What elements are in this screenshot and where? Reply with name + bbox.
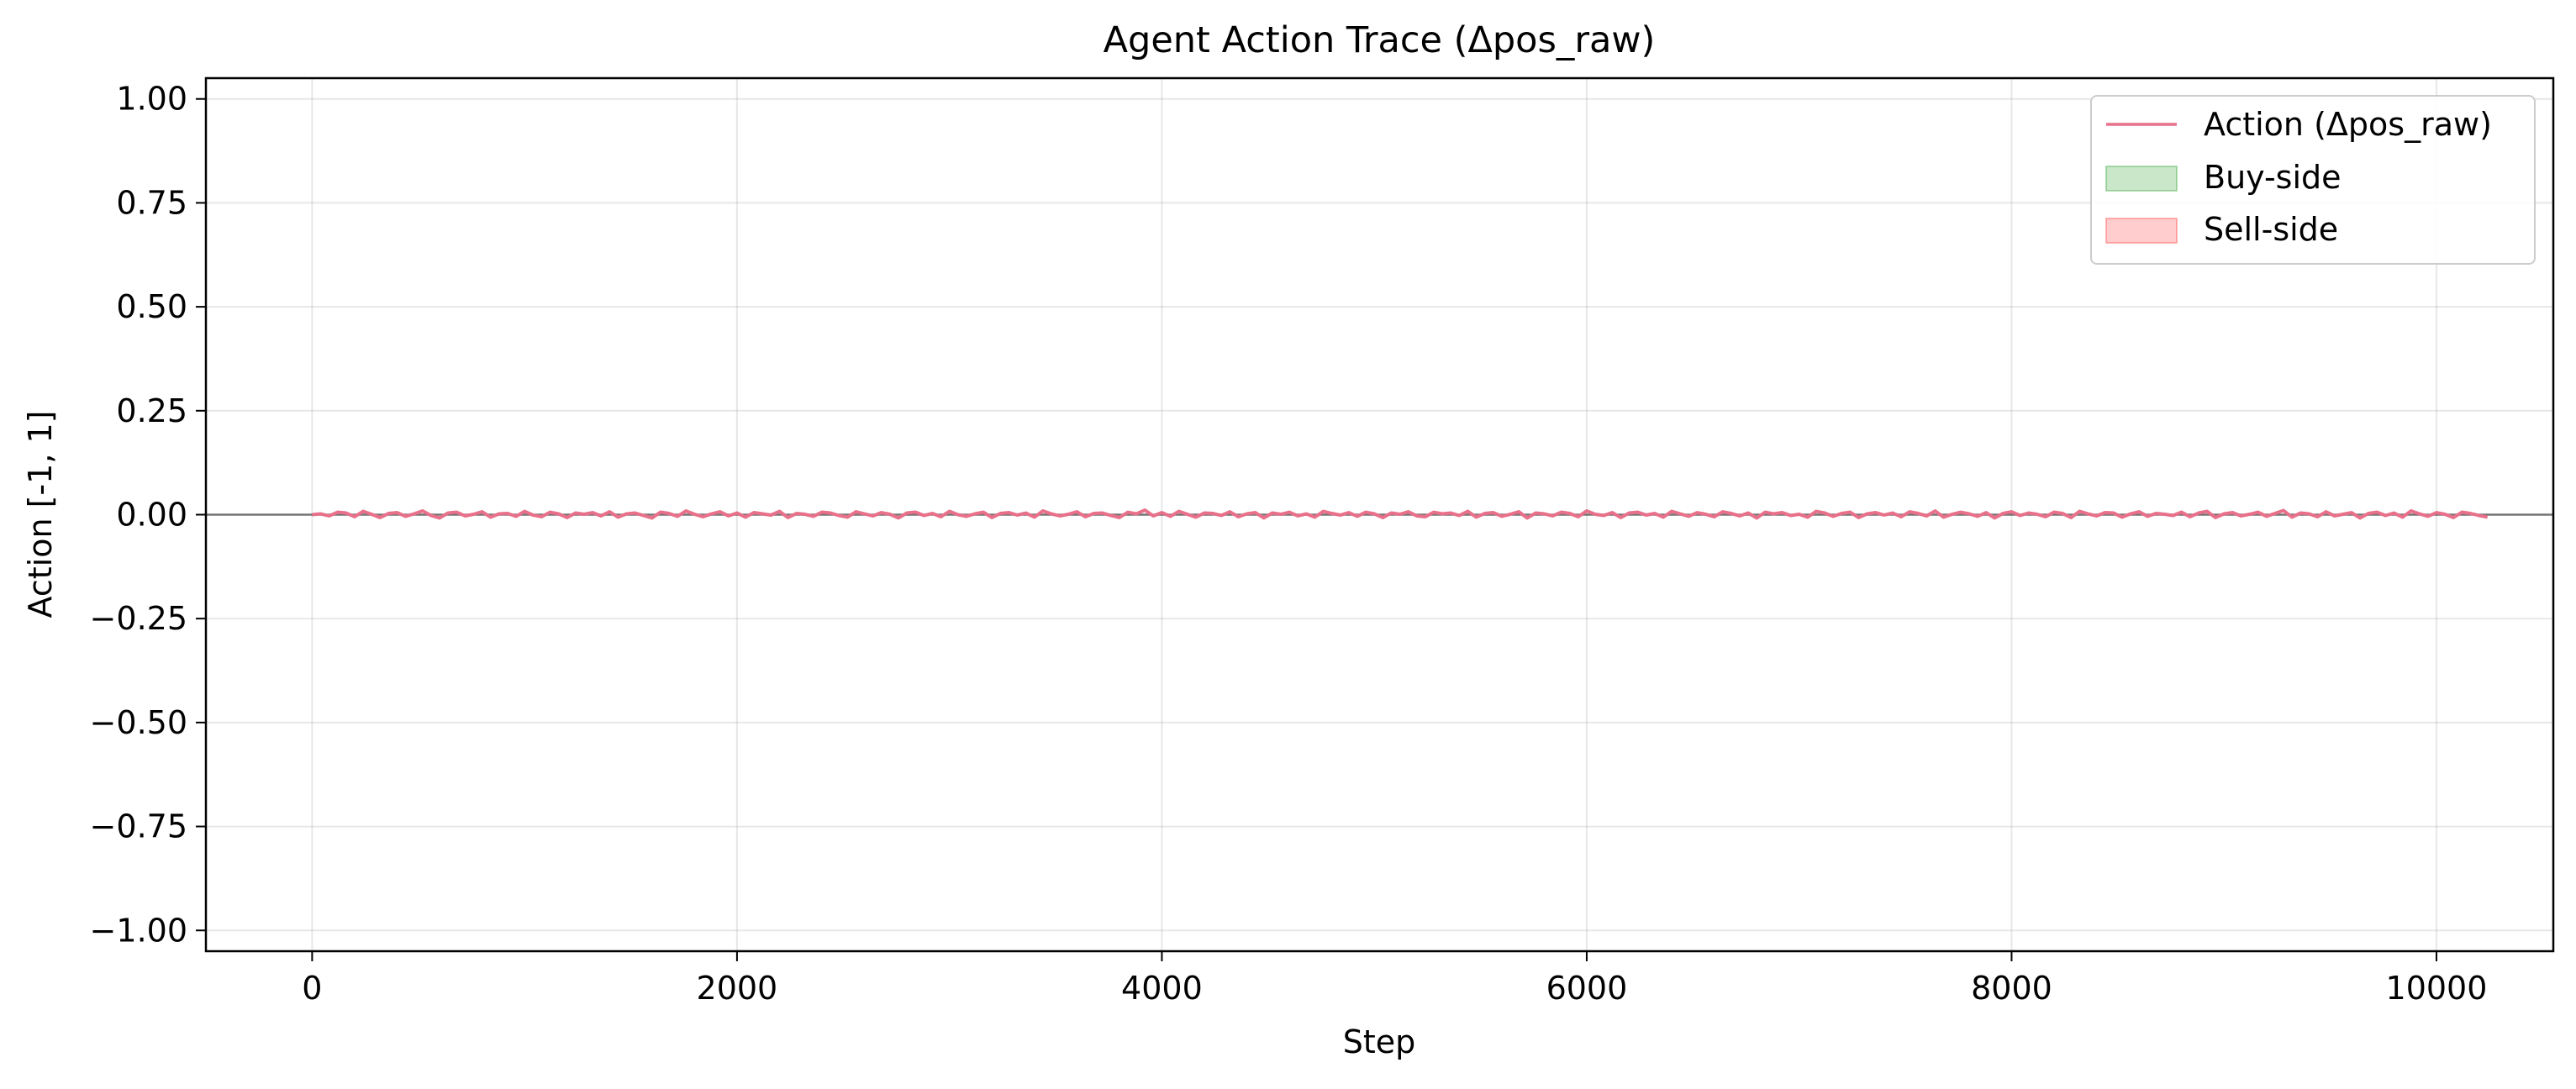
legend-entry-action: Action (Δpos_raw) <box>2106 106 2492 143</box>
legend-patch-sell <box>2105 218 2178 244</box>
y-tick-label: −1.00 <box>90 912 187 949</box>
y-tick-label: 0.50 <box>116 288 187 325</box>
legend-entry-buy-side: Buy-side <box>2105 159 2342 196</box>
series-group <box>312 508 2489 520</box>
x-axis-label: Step <box>1343 1023 1416 1060</box>
series-line-action <box>312 508 2489 520</box>
y-tick-label: 0.75 <box>116 184 187 221</box>
x-tick-label: 8000 <box>1971 970 2052 1007</box>
y-tick-label: −0.75 <box>90 808 187 845</box>
x-tick-label: 4000 <box>1121 970 1203 1007</box>
legend-label-action: Action (Δpos_raw) <box>2204 106 2492 143</box>
x-axis-ticks: 0 2000 4000 6000 8000 10000 <box>302 951 2487 1007</box>
y-tick-label: 0.00 <box>116 497 187 534</box>
y-tick-label: −0.50 <box>90 704 187 741</box>
x-tick-label: 2000 <box>697 970 778 1007</box>
legend-frame <box>2090 95 2536 265</box>
x-tick-label: 0 <box>302 970 322 1007</box>
y-tick-label: −0.25 <box>90 600 187 637</box>
x-tick-label: 6000 <box>1546 970 1628 1007</box>
legend-patch-buy <box>2105 166 2178 192</box>
legend-label-sell-side: Sell-side <box>2204 211 2338 248</box>
x-tick-label: 10000 <box>2386 970 2488 1007</box>
y-axis-label: Action [-1, 1] <box>22 411 59 618</box>
legend: Action (Δpos_raw) Buy-side Sell-side <box>2090 95 2536 265</box>
legend-label-buy-side: Buy-side <box>2204 159 2342 196</box>
y-tick-label: 1.00 <box>116 81 187 118</box>
chart-title: Agent Action Trace (Δpos_raw) <box>1104 19 1656 61</box>
legend-entry-sell-side: Sell-side <box>2105 211 2338 248</box>
y-axis-ticks: 1.00 0.75 0.50 0.25 0.00 −0.25 −0.50 −0.75 −1.00 <box>90 81 206 949</box>
y-tick-label: 0.25 <box>116 392 187 429</box>
